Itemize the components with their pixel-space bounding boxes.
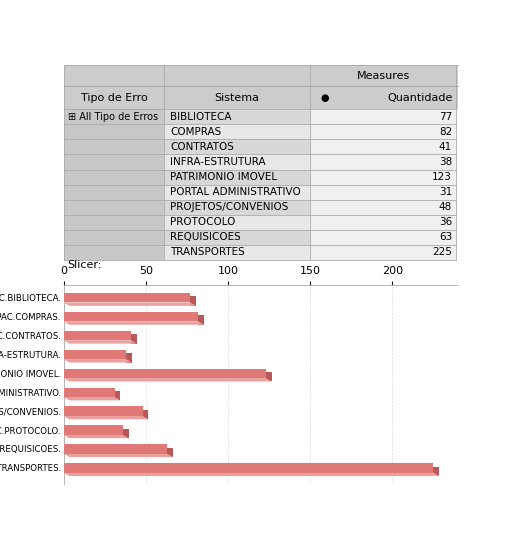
Bar xyxy=(64,184,164,200)
Bar xyxy=(167,448,173,457)
Polygon shape xyxy=(64,302,196,306)
Bar xyxy=(64,154,164,170)
Text: Slicer:: Slicer: xyxy=(68,261,102,270)
Bar xyxy=(310,139,456,154)
Bar xyxy=(164,230,310,245)
Text: Tipo de Erro: Tipo de Erro xyxy=(80,92,147,103)
Bar xyxy=(64,293,190,302)
Bar xyxy=(64,200,164,215)
Polygon shape xyxy=(64,473,439,476)
Text: 123: 123 xyxy=(432,172,452,182)
Text: COMPRAS: COMPRAS xyxy=(170,127,221,137)
Bar xyxy=(310,109,456,125)
Text: PORTAL ADMINISTRATIVO: PORTAL ADMINISTRATIVO xyxy=(170,187,301,197)
Bar xyxy=(164,125,310,139)
Bar xyxy=(164,245,310,260)
Text: TRANSPORTES: TRANSPORTES xyxy=(170,248,245,257)
Bar xyxy=(310,125,456,139)
Bar xyxy=(64,109,164,125)
Text: Measures: Measures xyxy=(356,71,410,81)
Bar xyxy=(64,139,164,154)
Polygon shape xyxy=(64,340,137,344)
Bar xyxy=(64,444,167,454)
Bar xyxy=(64,86,458,109)
Bar xyxy=(123,429,129,438)
Bar xyxy=(164,139,310,154)
Bar xyxy=(64,245,164,260)
Bar xyxy=(143,410,148,419)
Bar xyxy=(131,334,137,344)
Text: PATRIMONIO IMOVEL: PATRIMONIO IMOVEL xyxy=(170,172,277,182)
Bar xyxy=(64,65,458,86)
Bar xyxy=(434,467,439,476)
Text: PROJETOS/CONVENIOS: PROJETOS/CONVENIOS xyxy=(170,202,289,212)
Bar xyxy=(64,463,434,473)
Bar xyxy=(310,215,456,230)
Bar xyxy=(310,200,456,215)
Text: 225: 225 xyxy=(432,248,452,257)
Text: 38: 38 xyxy=(439,157,452,167)
Polygon shape xyxy=(64,454,173,457)
Polygon shape xyxy=(64,359,132,362)
Text: ⊞ All Tipo de Erros: ⊞ All Tipo de Erros xyxy=(68,112,158,122)
Bar xyxy=(64,369,266,378)
Bar xyxy=(126,353,132,362)
Bar xyxy=(164,170,310,184)
Bar xyxy=(164,200,310,215)
Polygon shape xyxy=(64,322,204,325)
Bar xyxy=(64,230,164,245)
Bar xyxy=(164,215,310,230)
Text: 31: 31 xyxy=(439,187,452,197)
Text: 63: 63 xyxy=(439,232,452,242)
Bar xyxy=(310,170,456,184)
Bar xyxy=(115,391,120,400)
Bar xyxy=(64,387,115,397)
Polygon shape xyxy=(64,435,129,438)
Bar xyxy=(64,312,199,322)
Text: 41: 41 xyxy=(439,142,452,152)
Bar xyxy=(164,184,310,200)
Bar xyxy=(64,125,164,139)
Bar xyxy=(64,406,143,416)
Text: 82: 82 xyxy=(439,127,452,137)
Text: ●: ● xyxy=(320,92,328,103)
Bar xyxy=(310,245,456,260)
Text: Quantidade: Quantidade xyxy=(387,92,453,103)
Bar xyxy=(199,316,204,325)
Text: 36: 36 xyxy=(439,217,452,227)
Bar xyxy=(64,350,126,359)
Bar xyxy=(64,331,131,340)
Bar xyxy=(266,372,271,381)
Polygon shape xyxy=(64,378,271,381)
Text: 77: 77 xyxy=(439,112,452,122)
Bar xyxy=(64,425,123,435)
Polygon shape xyxy=(64,416,148,419)
Text: PROTOCOLO: PROTOCOLO xyxy=(170,217,236,227)
Bar xyxy=(64,215,164,230)
Bar xyxy=(310,154,456,170)
Text: BIBLIOTECA: BIBLIOTECA xyxy=(170,112,232,122)
Bar xyxy=(164,154,310,170)
Text: 48: 48 xyxy=(439,202,452,212)
Bar xyxy=(310,230,456,245)
Bar xyxy=(164,109,310,125)
Bar xyxy=(310,184,456,200)
Text: CONTRATOS: CONTRATOS xyxy=(170,142,234,152)
Bar xyxy=(64,170,164,184)
Text: REQUISICOES: REQUISICOES xyxy=(170,232,241,242)
Text: Sistema: Sistema xyxy=(215,92,260,103)
Bar xyxy=(190,296,196,306)
Text: INFRA-ESTRUTURA: INFRA-ESTRUTURA xyxy=(170,157,266,167)
Polygon shape xyxy=(64,397,120,400)
